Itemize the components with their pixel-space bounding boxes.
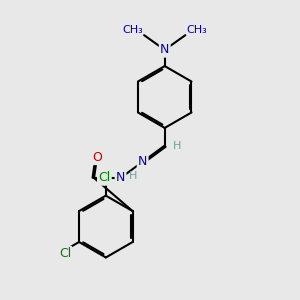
Text: N: N (160, 44, 169, 56)
Text: N: N (116, 172, 125, 184)
Text: H: H (173, 141, 181, 151)
Text: H: H (129, 172, 137, 182)
Text: CH₃: CH₃ (187, 25, 208, 34)
Text: CH₃: CH₃ (122, 25, 142, 34)
Text: Cl: Cl (59, 247, 71, 260)
Text: O: O (92, 151, 102, 164)
Text: N: N (138, 155, 147, 168)
Text: Cl: Cl (98, 172, 110, 184)
